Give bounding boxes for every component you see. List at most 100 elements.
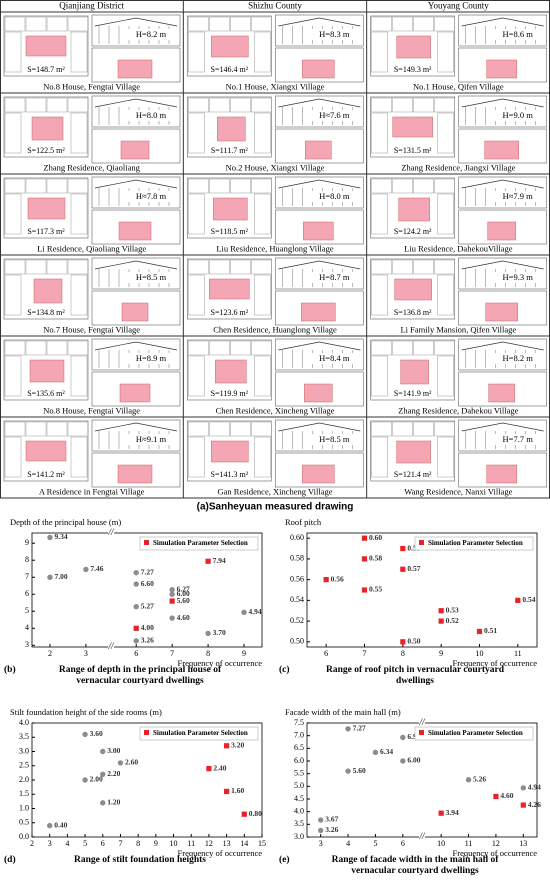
- x-tick-label: 6: [134, 649, 138, 658]
- house-name: Liu Residence, Huanglong Village: [216, 243, 334, 253]
- plan-room: [209, 16, 230, 32]
- area-label: S=124.2 m²: [394, 227, 432, 236]
- y-tick-label: 7.0: [294, 730, 304, 739]
- plan-room: [251, 421, 272, 437]
- section-box: [458, 371, 548, 407]
- y-axis-title: Depth of the principal house (m): [10, 517, 121, 527]
- plan-room: [251, 340, 272, 356]
- x-tick-label: 15: [258, 839, 266, 848]
- plan-room: [413, 16, 434, 32]
- plan-outline: [186, 258, 272, 320]
- section-box: [91, 452, 181, 488]
- plan-room: [46, 178, 68, 194]
- height-label: H=7.7 m: [503, 434, 534, 444]
- y-tick-label: 0.5: [19, 818, 29, 827]
- elevation-box: [458, 419, 548, 452]
- x-axis-title: Frequency of occurrence: [453, 848, 538, 858]
- data-label: 1.20: [107, 798, 120, 807]
- x-tick-label: 10: [476, 649, 484, 658]
- house-name: Chen Residence, Huanglong Village: [213, 324, 337, 334]
- y-tick-label: 7.5: [294, 718, 304, 727]
- data-point: [400, 758, 406, 764]
- plan-room: [4, 97, 26, 113]
- area-label: S=141.9 m²: [394, 389, 432, 398]
- section-hall: [485, 302, 518, 322]
- house-name: No.1 House, Xiangxi Village: [226, 81, 325, 91]
- plan-room: [188, 97, 209, 113]
- plot-frame: [306, 532, 538, 648]
- plan-room: [371, 16, 392, 32]
- data-label: 2.00: [90, 775, 103, 784]
- roof: [461, 341, 544, 351]
- y-tick-label: 1.0: [19, 803, 29, 812]
- area-label: S=119.9 m²: [211, 389, 249, 398]
- section-hall: [304, 383, 333, 403]
- x-tick-label: 14: [240, 839, 248, 848]
- data-point: [345, 768, 351, 774]
- roof: [94, 260, 178, 270]
- height-label-bg: [309, 353, 360, 364]
- plan-room: [188, 193, 205, 235]
- y-tick-label: 4.5: [294, 794, 304, 803]
- plan-room: [230, 178, 251, 194]
- y-tick-label: 0.0: [19, 832, 29, 841]
- section-box: [91, 209, 181, 245]
- data-label: 3.67: [325, 815, 338, 824]
- plan-room: [434, 178, 455, 194]
- height-label-bg: [309, 272, 360, 283]
- data-point: [515, 597, 521, 603]
- data-point: [206, 766, 212, 772]
- plan-outline: [3, 177, 89, 239]
- data-point: [520, 802, 526, 808]
- data-label: 2.40: [213, 763, 226, 772]
- data-label: 3.26: [325, 825, 338, 834]
- legend-swatch: [144, 730, 149, 735]
- data-point: [47, 534, 53, 541]
- plan-hall: [392, 116, 433, 138]
- legend-label: Simulation Parameter Selection: [153, 729, 248, 737]
- data-point: [82, 731, 88, 738]
- plan-room: [392, 178, 413, 194]
- y-tick-label: 5: [25, 606, 29, 615]
- height-label: H=9.0 m: [503, 110, 534, 120]
- section-box: [458, 209, 548, 245]
- height-label-bg: [126, 272, 176, 283]
- area-label: S=146.4 m²: [211, 65, 249, 74]
- area-label: S=131.5 m²: [394, 146, 432, 155]
- data-label: 3.60: [90, 729, 103, 738]
- x-tick-label: 6: [101, 839, 105, 848]
- height-label: H≈7.8 m: [136, 191, 167, 201]
- data-label: 4.00: [141, 623, 154, 632]
- section-hall: [487, 221, 516, 241]
- panel-label: (d): [4, 855, 16, 865]
- plan-room: [371, 421, 392, 437]
- plan-room: [209, 340, 230, 356]
- plan-room: [188, 340, 209, 356]
- roof: [278, 98, 361, 108]
- data-label: 4.26: [528, 800, 541, 809]
- house-name: No.2 House, Xiangxi Village: [226, 162, 325, 172]
- plan-room: [371, 436, 388, 478]
- house-name: Li Residence, Qiaoliang Village: [37, 243, 146, 253]
- area-label: S=136.8 m²: [394, 308, 432, 317]
- plan-room: [188, 178, 209, 194]
- data-label: 9.34: [54, 532, 67, 541]
- section-hall: [301, 302, 336, 322]
- legend-box: [414, 726, 534, 741]
- roof: [461, 17, 544, 27]
- data-label: 7.00: [54, 572, 67, 581]
- x-axis-title: Frequency of occurrence: [178, 658, 263, 668]
- data-point: [133, 581, 139, 587]
- plan-outline: [370, 96, 456, 158]
- x-tick-label: 12: [205, 839, 213, 848]
- data-point: [361, 587, 368, 593]
- plan-room: [70, 436, 88, 478]
- height-label-bg: [492, 272, 543, 283]
- plan-room: [25, 178, 47, 194]
- roof: [278, 341, 361, 351]
- elevation-box: [91, 419, 181, 452]
- data-point: [493, 793, 499, 800]
- legend-swatch: [419, 730, 424, 735]
- x-tick-label: 9: [439, 649, 443, 658]
- plan-room: [188, 355, 205, 397]
